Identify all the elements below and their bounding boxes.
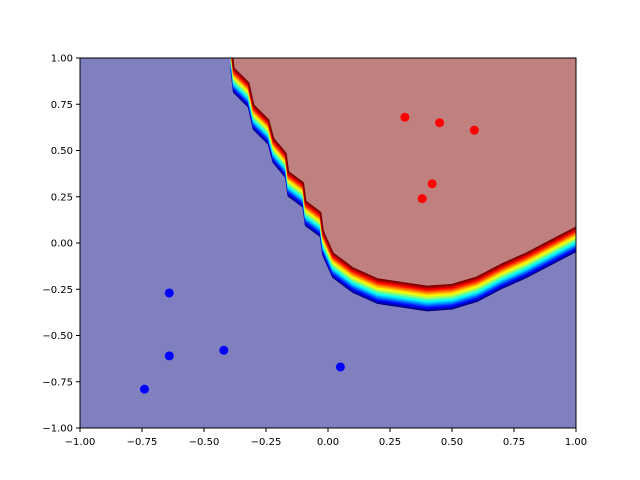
y-tick-label: 0.50: [51, 146, 73, 157]
x-tick-label: 0.50: [441, 437, 463, 448]
y-tick-label: −0.75: [42, 377, 73, 388]
x-tick-label: −0.25: [251, 437, 282, 448]
y-axis: −1.00 −0.75 −0.50 −0.25 0.00 0.25 0.50 0.75 1.00: [42, 54, 80, 435]
x-tick-label: 0.75: [503, 437, 525, 448]
x-tick-label: −1.00: [65, 437, 96, 448]
y-tick-label: 1.00: [51, 54, 73, 65]
data-point: [139, 384, 149, 394]
data-point: [164, 288, 174, 298]
y-tick-label: 0.25: [51, 192, 73, 203]
x-axis: −1.00 −0.75 −0.50 −0.25 0.00 0.25 0.50 0.75 1.00: [65, 428, 587, 448]
y-tick-label: −0.50: [42, 331, 73, 342]
x-tick-label: −0.75: [127, 437, 158, 448]
x-tick-label: −0.50: [189, 437, 220, 448]
positive-class-region: [231, 58, 576, 299]
y-tick-label: 0.00: [51, 239, 73, 250]
data-point: [427, 179, 437, 189]
data-point: [335, 362, 345, 372]
y-tick-label: −0.25: [42, 285, 73, 296]
data-point: [417, 194, 427, 204]
x-tick-label: 0.25: [379, 437, 401, 448]
data-point: [435, 118, 445, 128]
y-tick-label: −1.00: [42, 424, 73, 435]
data-point: [164, 351, 174, 361]
x-tick-label: 0.00: [317, 437, 339, 448]
y-tick-label: 0.75: [51, 100, 73, 111]
data-point: [400, 112, 410, 122]
data-point: [469, 125, 479, 135]
x-tick-label: 1.00: [565, 437, 587, 448]
data-point: [219, 345, 229, 355]
decision-contour: [231, 58, 576, 288]
